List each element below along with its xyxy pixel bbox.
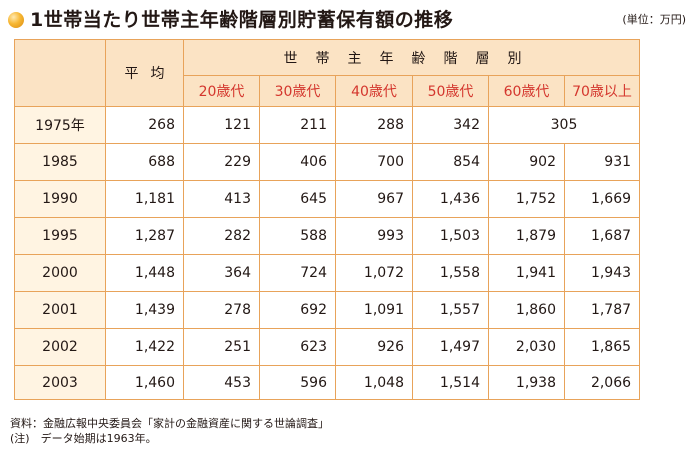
value-cell: 1,669 bbox=[563, 180, 641, 218]
age-column-header: 60歳代 bbox=[488, 75, 565, 107]
avg-cell: 268 bbox=[105, 106, 184, 144]
table-row: 2000 1,448 364 724 1,072 1,558 1,941 1,9… bbox=[14, 254, 641, 292]
savings-table: 平均 世帯主年齢階層別 20歳代 30歳代 40歳代 50歳代 60歳代 70歳… bbox=[14, 39, 641, 400]
age-column-header: 50歳代 bbox=[412, 75, 489, 107]
page-title: 1世帯当たり世帯主年齢階層別貯蓄保有額の推移 bbox=[30, 9, 454, 31]
footnote: (注) データ始期は1963年。 bbox=[10, 432, 157, 445]
avg-cell: 1,448 bbox=[105, 254, 184, 292]
table-row: 2001 1,439 278 692 1,091 1,557 1,860 1,7… bbox=[14, 291, 641, 329]
value-cell: 121 bbox=[183, 106, 260, 144]
value-cell: 724 bbox=[259, 254, 336, 292]
table-row: 1995 1,287 282 588 993 1,503 1,879 1,687 bbox=[14, 217, 641, 255]
value-cell: 1,091 bbox=[335, 291, 413, 329]
value-cell: 1,941 bbox=[488, 254, 565, 292]
avg-cell: 1,181 bbox=[105, 180, 184, 218]
table-row: 1975年 268 121 211 288 342 305 bbox=[14, 106, 641, 144]
value-cell: 2,030 bbox=[488, 328, 565, 366]
value-cell: 453 bbox=[183, 365, 260, 400]
value-cell: 1,860 bbox=[488, 291, 565, 329]
value-cell: 364 bbox=[183, 254, 260, 292]
year-cell: 1995 bbox=[14, 217, 106, 255]
age-column-header: 30歳代 bbox=[259, 75, 336, 107]
value-cell: 406 bbox=[259, 143, 336, 181]
value-cell: 967 bbox=[335, 180, 413, 218]
value-cell: 1,436 bbox=[412, 180, 489, 218]
table-row: 2003 1,460 453 596 1,048 1,514 1,938 2,0… bbox=[14, 365, 641, 400]
year-cell: 2003 bbox=[14, 365, 106, 400]
year-cell: 1985 bbox=[14, 143, 106, 181]
avg-cell: 688 bbox=[105, 143, 184, 181]
value-cell: 623 bbox=[259, 328, 336, 366]
value-cell: 278 bbox=[183, 291, 260, 329]
value-cell: 1,787 bbox=[563, 291, 641, 329]
table-row: 2002 1,422 251 623 926 1,497 2,030 1,865 bbox=[14, 328, 641, 366]
value-cell: 902 bbox=[488, 143, 565, 181]
value-cell: 342 bbox=[412, 106, 489, 144]
value-cell: 413 bbox=[183, 180, 260, 218]
value-cell: 2,066 bbox=[563, 365, 641, 400]
value-cell: 1,503 bbox=[412, 217, 489, 255]
value-cell: 645 bbox=[259, 180, 336, 218]
page-header: 1世帯当たり世帯主年齢階層別貯蓄保有額の推移 (単位：万円) bbox=[6, 6, 694, 34]
header-corner-cell bbox=[14, 39, 106, 107]
age-group-header: 世帯主年齢階層別 bbox=[182, 39, 641, 76]
unit-label: (単位：万円) bbox=[622, 13, 686, 26]
source-note: 資料：金融広報中央委員会「家計の金融資産に関する世論調査」 bbox=[10, 417, 329, 430]
age-column-header: 70歳以上 bbox=[563, 75, 641, 107]
value-cell: 1,943 bbox=[563, 254, 641, 292]
value-cell: 1,514 bbox=[412, 365, 489, 400]
value-cell: 588 bbox=[259, 217, 336, 255]
age-column-header: 20歳代 bbox=[183, 75, 260, 107]
value-cell: 1,497 bbox=[412, 328, 489, 366]
value-cell: 1,687 bbox=[563, 217, 641, 255]
avg-cell: 1,287 bbox=[105, 217, 184, 255]
age-column-header: 40歳代 bbox=[335, 75, 413, 107]
value-cell: 229 bbox=[183, 143, 260, 181]
merged-value-cell: 305 bbox=[487, 106, 641, 144]
avg-cell: 1,439 bbox=[105, 291, 184, 329]
value-cell: 1,558 bbox=[412, 254, 489, 292]
value-cell: 692 bbox=[259, 291, 336, 329]
value-cell: 993 bbox=[335, 217, 413, 255]
value-cell: 1,557 bbox=[412, 291, 489, 329]
value-cell: 1,072 bbox=[335, 254, 413, 292]
value-cell: 1,865 bbox=[563, 328, 641, 366]
value-cell: 251 bbox=[183, 328, 260, 366]
value-cell: 282 bbox=[183, 217, 260, 255]
avg-cell: 1,422 bbox=[105, 328, 184, 366]
value-cell: 211 bbox=[259, 106, 336, 144]
table-row: 1985 688 229 406 700 854 902 931 bbox=[14, 143, 641, 181]
value-cell: 288 bbox=[335, 106, 413, 144]
value-cell: 1,752 bbox=[488, 180, 565, 218]
value-cell: 1,048 bbox=[335, 365, 413, 400]
value-cell: 596 bbox=[259, 365, 336, 400]
year-cell: 2001 bbox=[14, 291, 106, 329]
value-cell: 1,879 bbox=[488, 217, 565, 255]
value-cell: 926 bbox=[335, 328, 413, 366]
orange-bullet-icon bbox=[8, 12, 24, 28]
value-cell: 854 bbox=[412, 143, 489, 181]
table-row: 1990 1,181 413 645 967 1,436 1,752 1,669 bbox=[14, 180, 641, 218]
year-cell: 1990 bbox=[14, 180, 106, 218]
year-cell: 2000 bbox=[14, 254, 106, 292]
avg-cell: 1,460 bbox=[105, 365, 184, 400]
value-cell: 700 bbox=[335, 143, 413, 181]
year-cell: 2002 bbox=[14, 328, 106, 366]
value-cell: 1,938 bbox=[488, 365, 565, 400]
avg-column-header: 平均 bbox=[105, 39, 184, 107]
year-cell: 1975年 bbox=[14, 106, 106, 144]
value-cell: 931 bbox=[563, 143, 641, 181]
